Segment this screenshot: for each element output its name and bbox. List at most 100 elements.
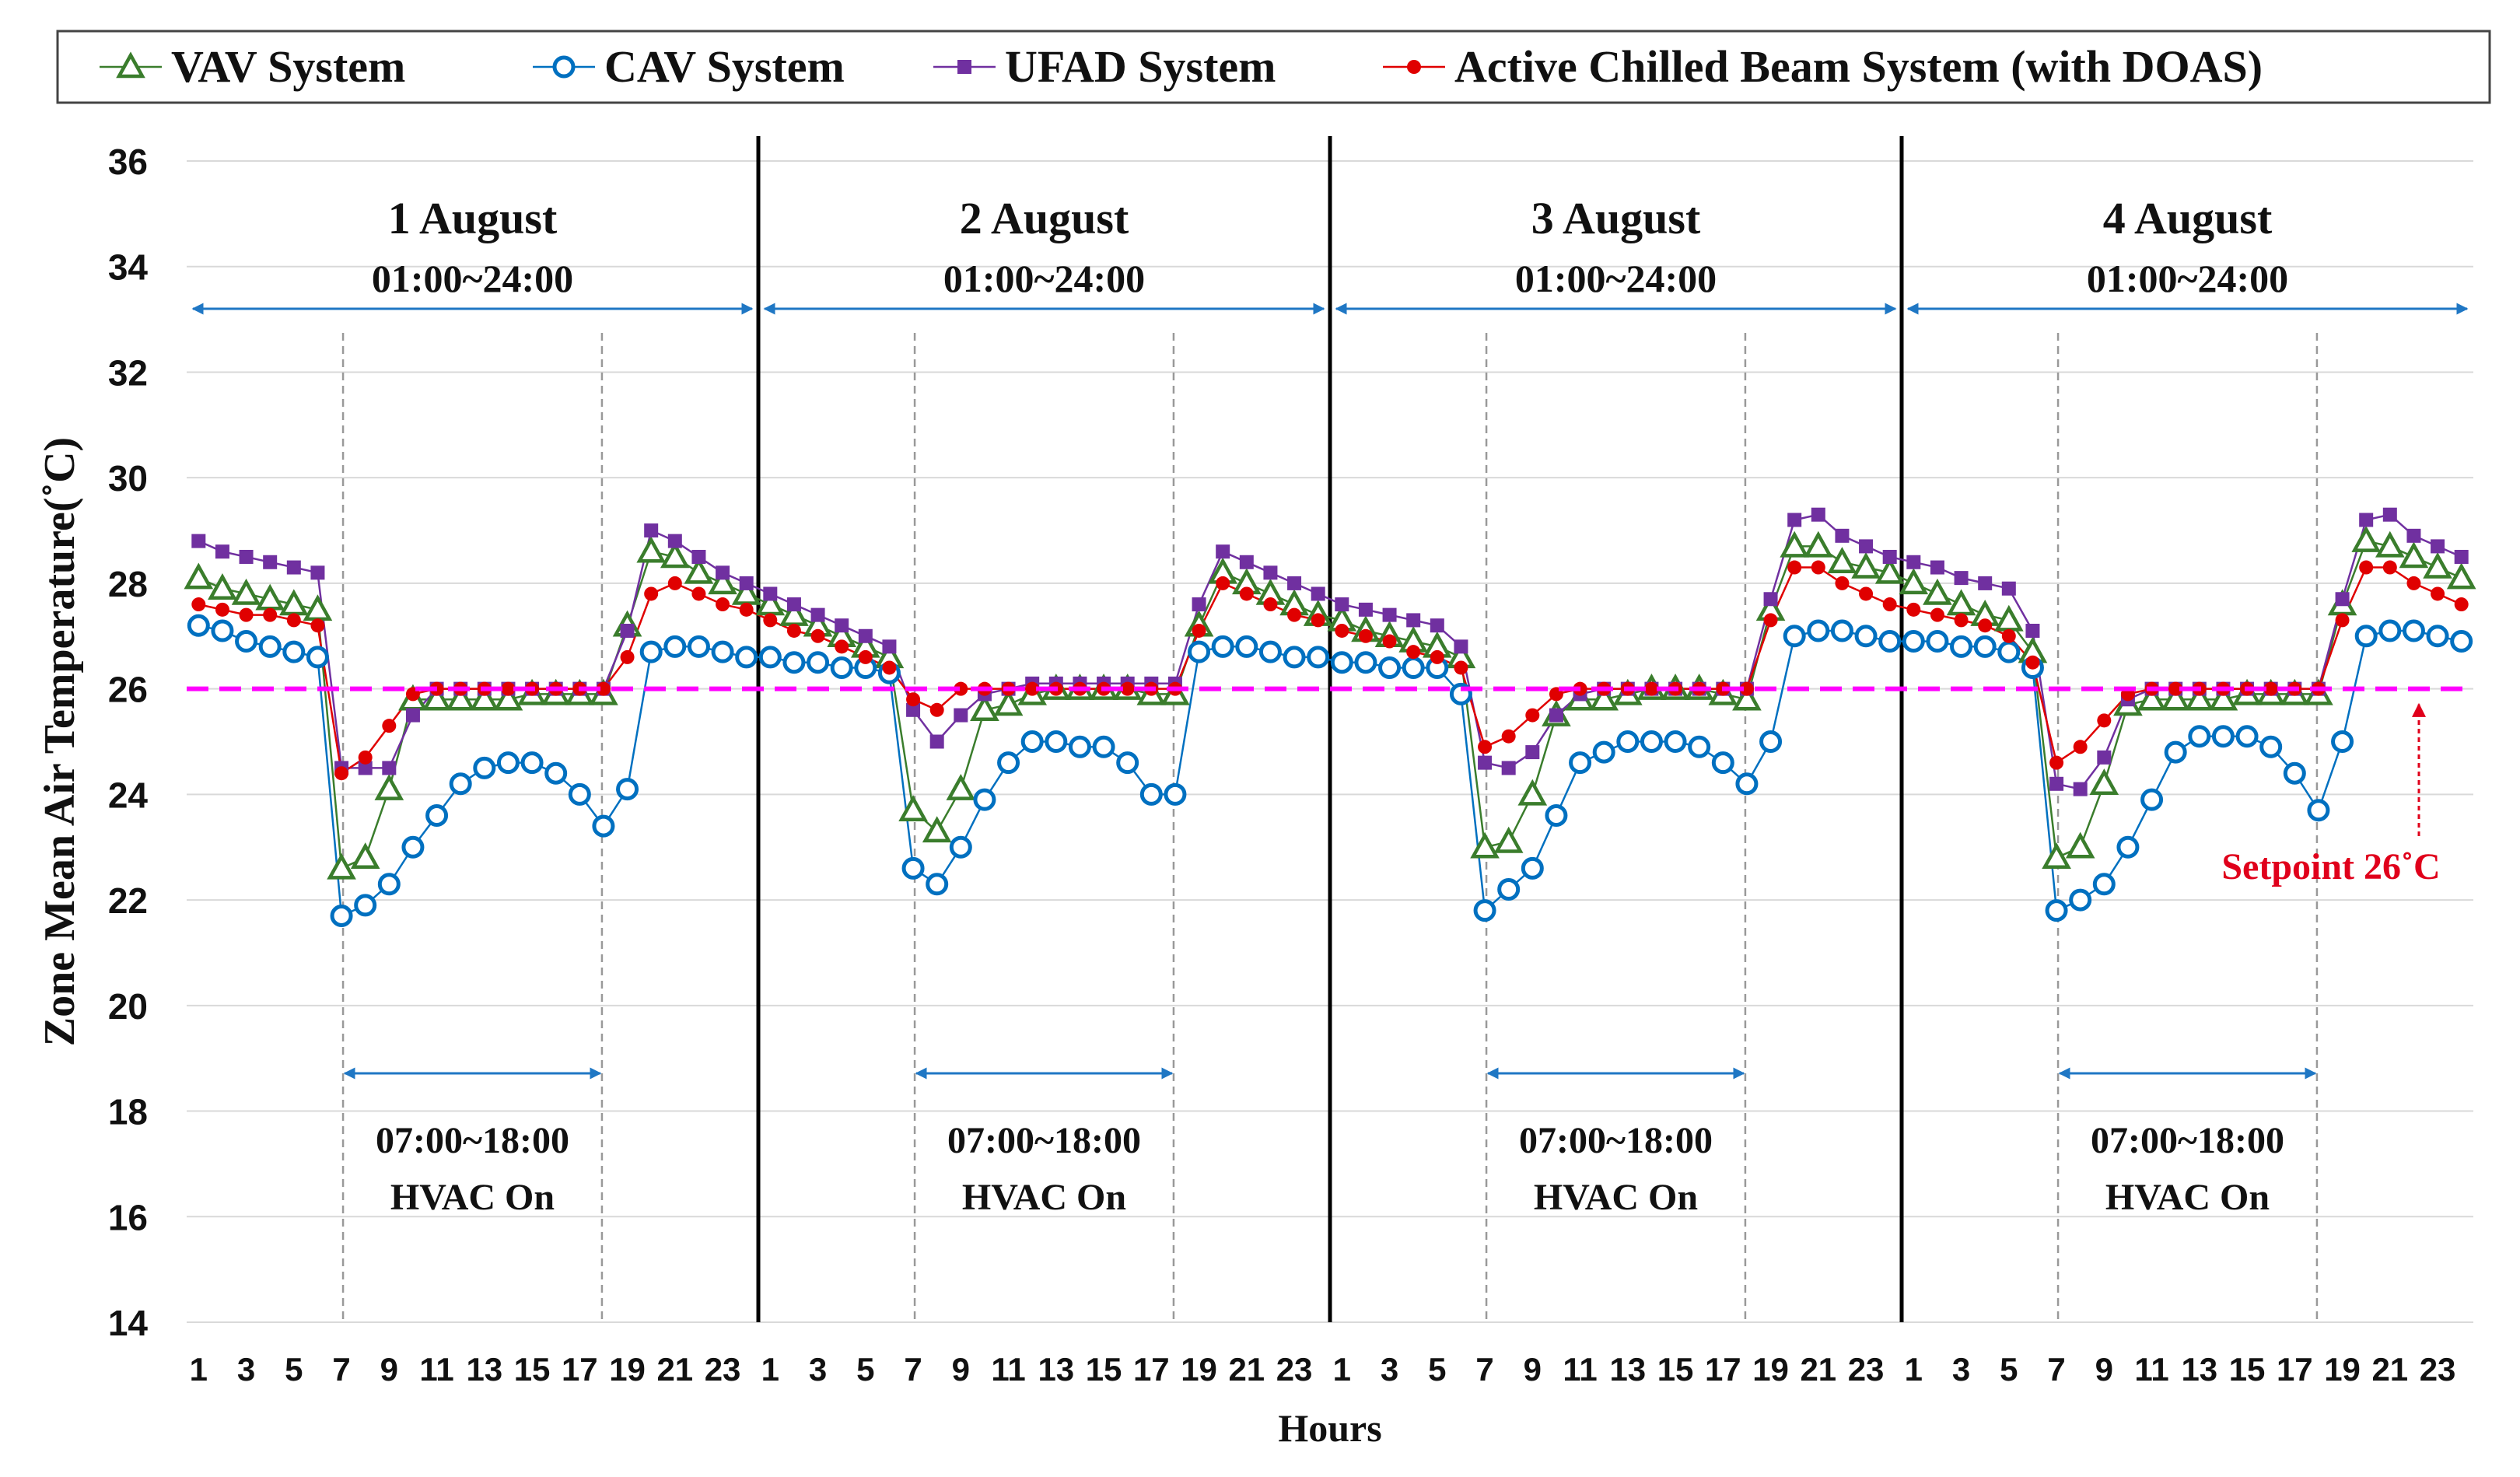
data-point-triangle (2184, 684, 2214, 711)
data-point-triangle (374, 773, 404, 800)
data-point-circle (1211, 635, 1234, 658)
data-point-dot (263, 607, 278, 622)
x-tick-label: 23 (2420, 1351, 2456, 1388)
x-tick-label: 1 (1905, 1351, 1923, 1388)
data-point-dot (2263, 681, 2278, 696)
data-point-circle (782, 651, 806, 674)
data-point-square (1930, 560, 1944, 575)
data-point-square (405, 708, 420, 723)
data-point-circle (1902, 630, 1925, 653)
data-point-circle (2331, 730, 2354, 753)
x-tick-label: 15 (2229, 1351, 2266, 1388)
data-point-circle (711, 640, 734, 663)
data-point-square (1978, 576, 1993, 590)
data-point-square (358, 761, 373, 775)
data-point-square (2335, 592, 2350, 607)
data-point-circle (473, 756, 496, 779)
x-axis-title: Hours (1278, 1406, 1381, 1450)
data-point-dot (1811, 560, 1825, 575)
data-point-square (954, 708, 968, 723)
data-point-square (1216, 544, 1230, 559)
day-title: 1 August (388, 193, 558, 243)
data-point-square (691, 549, 706, 564)
data-point-square (739, 576, 754, 590)
x-tick-label: 11 (1563, 1351, 1597, 1388)
data-point-dot (1406, 645, 1421, 660)
data-point-dot (596, 681, 611, 696)
data-point-circle (1973, 635, 1997, 658)
data-point-triangle (1780, 530, 1810, 558)
data-point-square (382, 761, 397, 775)
data-point-square (929, 734, 944, 749)
data-point-square (1549, 708, 1563, 723)
data-point-dot (1382, 634, 1397, 649)
data-point-square (1954, 571, 1969, 586)
data-point-dot (191, 597, 206, 612)
data-point-circle (2354, 625, 2378, 648)
x-tick-label: 15 (1086, 1351, 1122, 1388)
data-point-square (786, 597, 801, 612)
x-tick-label: 11 (2134, 1351, 2168, 1388)
data-point-dot (2049, 755, 2064, 770)
y-tick-label: 20 (108, 986, 148, 1027)
data-point-dot (667, 576, 682, 590)
data-point-dot (1216, 576, 1230, 590)
x-tick-label: 3 (1381, 1351, 1398, 1388)
data-point-square (858, 628, 873, 643)
data-point-triangle (208, 573, 237, 600)
x-tick-label: 23 (1848, 1351, 1885, 1388)
x-tick-label: 21 (1800, 1351, 1836, 1388)
data-point-triangle (2089, 768, 2119, 796)
data-point-circle (807, 651, 830, 674)
data-point-dot (1644, 681, 1659, 696)
data-point-circle (1521, 856, 1544, 880)
x-tick-label: 23 (705, 1351, 741, 1388)
x-tick-label: 7 (904, 1351, 922, 1388)
day-title: 4 August (2103, 193, 2273, 243)
y-tick-label: 30 (108, 458, 148, 499)
data-point-square (1239, 555, 1254, 569)
data-point-circle (258, 635, 282, 658)
data-point-circle (401, 835, 425, 859)
data-point-circle (1188, 640, 1211, 663)
x-tick-label: 11 (991, 1351, 1025, 1388)
data-point-dot (906, 692, 921, 707)
data-point-circle (1330, 651, 1353, 674)
data-point-dot (358, 750, 373, 765)
y-tick-label: 16 (108, 1197, 148, 1237)
data-point-dot (1407, 60, 1421, 74)
hvac-time-label: 07:00~18:00 (947, 1120, 1141, 1161)
data-point-circle (425, 804, 449, 828)
x-tick-label: 21 (2371, 1351, 2408, 1388)
data-point-square (286, 560, 301, 575)
x-tick-label: 3 (237, 1351, 255, 1388)
data-point-circle (639, 640, 663, 663)
hvac-on-label: HVAC On (962, 1177, 1126, 1218)
data-point-dot (2025, 655, 2040, 670)
data-point-circle (1783, 625, 1806, 648)
data-point-circle (306, 646, 329, 669)
data-point-square (957, 60, 971, 74)
data-point-dot (1835, 576, 1850, 590)
data-point-square (2454, 549, 2469, 564)
x-tick-label: 19 (609, 1351, 646, 1388)
y-axis-title: Zone Mean Air Temperature(˚C) (36, 437, 84, 1046)
day-range: 01:00~24:00 (1515, 257, 1717, 300)
x-tick-label: 3 (809, 1351, 827, 1388)
data-point-dot (1906, 602, 1921, 617)
x-tick-label: 13 (1609, 1351, 1646, 1388)
data-point-circle (187, 614, 210, 637)
data-point-square (2097, 750, 2112, 765)
data-point-triangle (1899, 568, 1929, 595)
data-point-triangle (2423, 551, 2452, 579)
data-point-circle (2378, 619, 2402, 642)
x-tick-label: 17 (1705, 1351, 1741, 1388)
day-range: 01:00~24:00 (2087, 257, 2288, 300)
data-point-square (906, 702, 921, 717)
data-point-triangle (2042, 842, 2071, 870)
data-point-circle (2116, 835, 2140, 859)
series-markers (184, 507, 2476, 927)
data-point-triangle (1851, 551, 1881, 579)
data-point-circle (354, 894, 377, 917)
data-point-triangle (2137, 684, 2167, 711)
